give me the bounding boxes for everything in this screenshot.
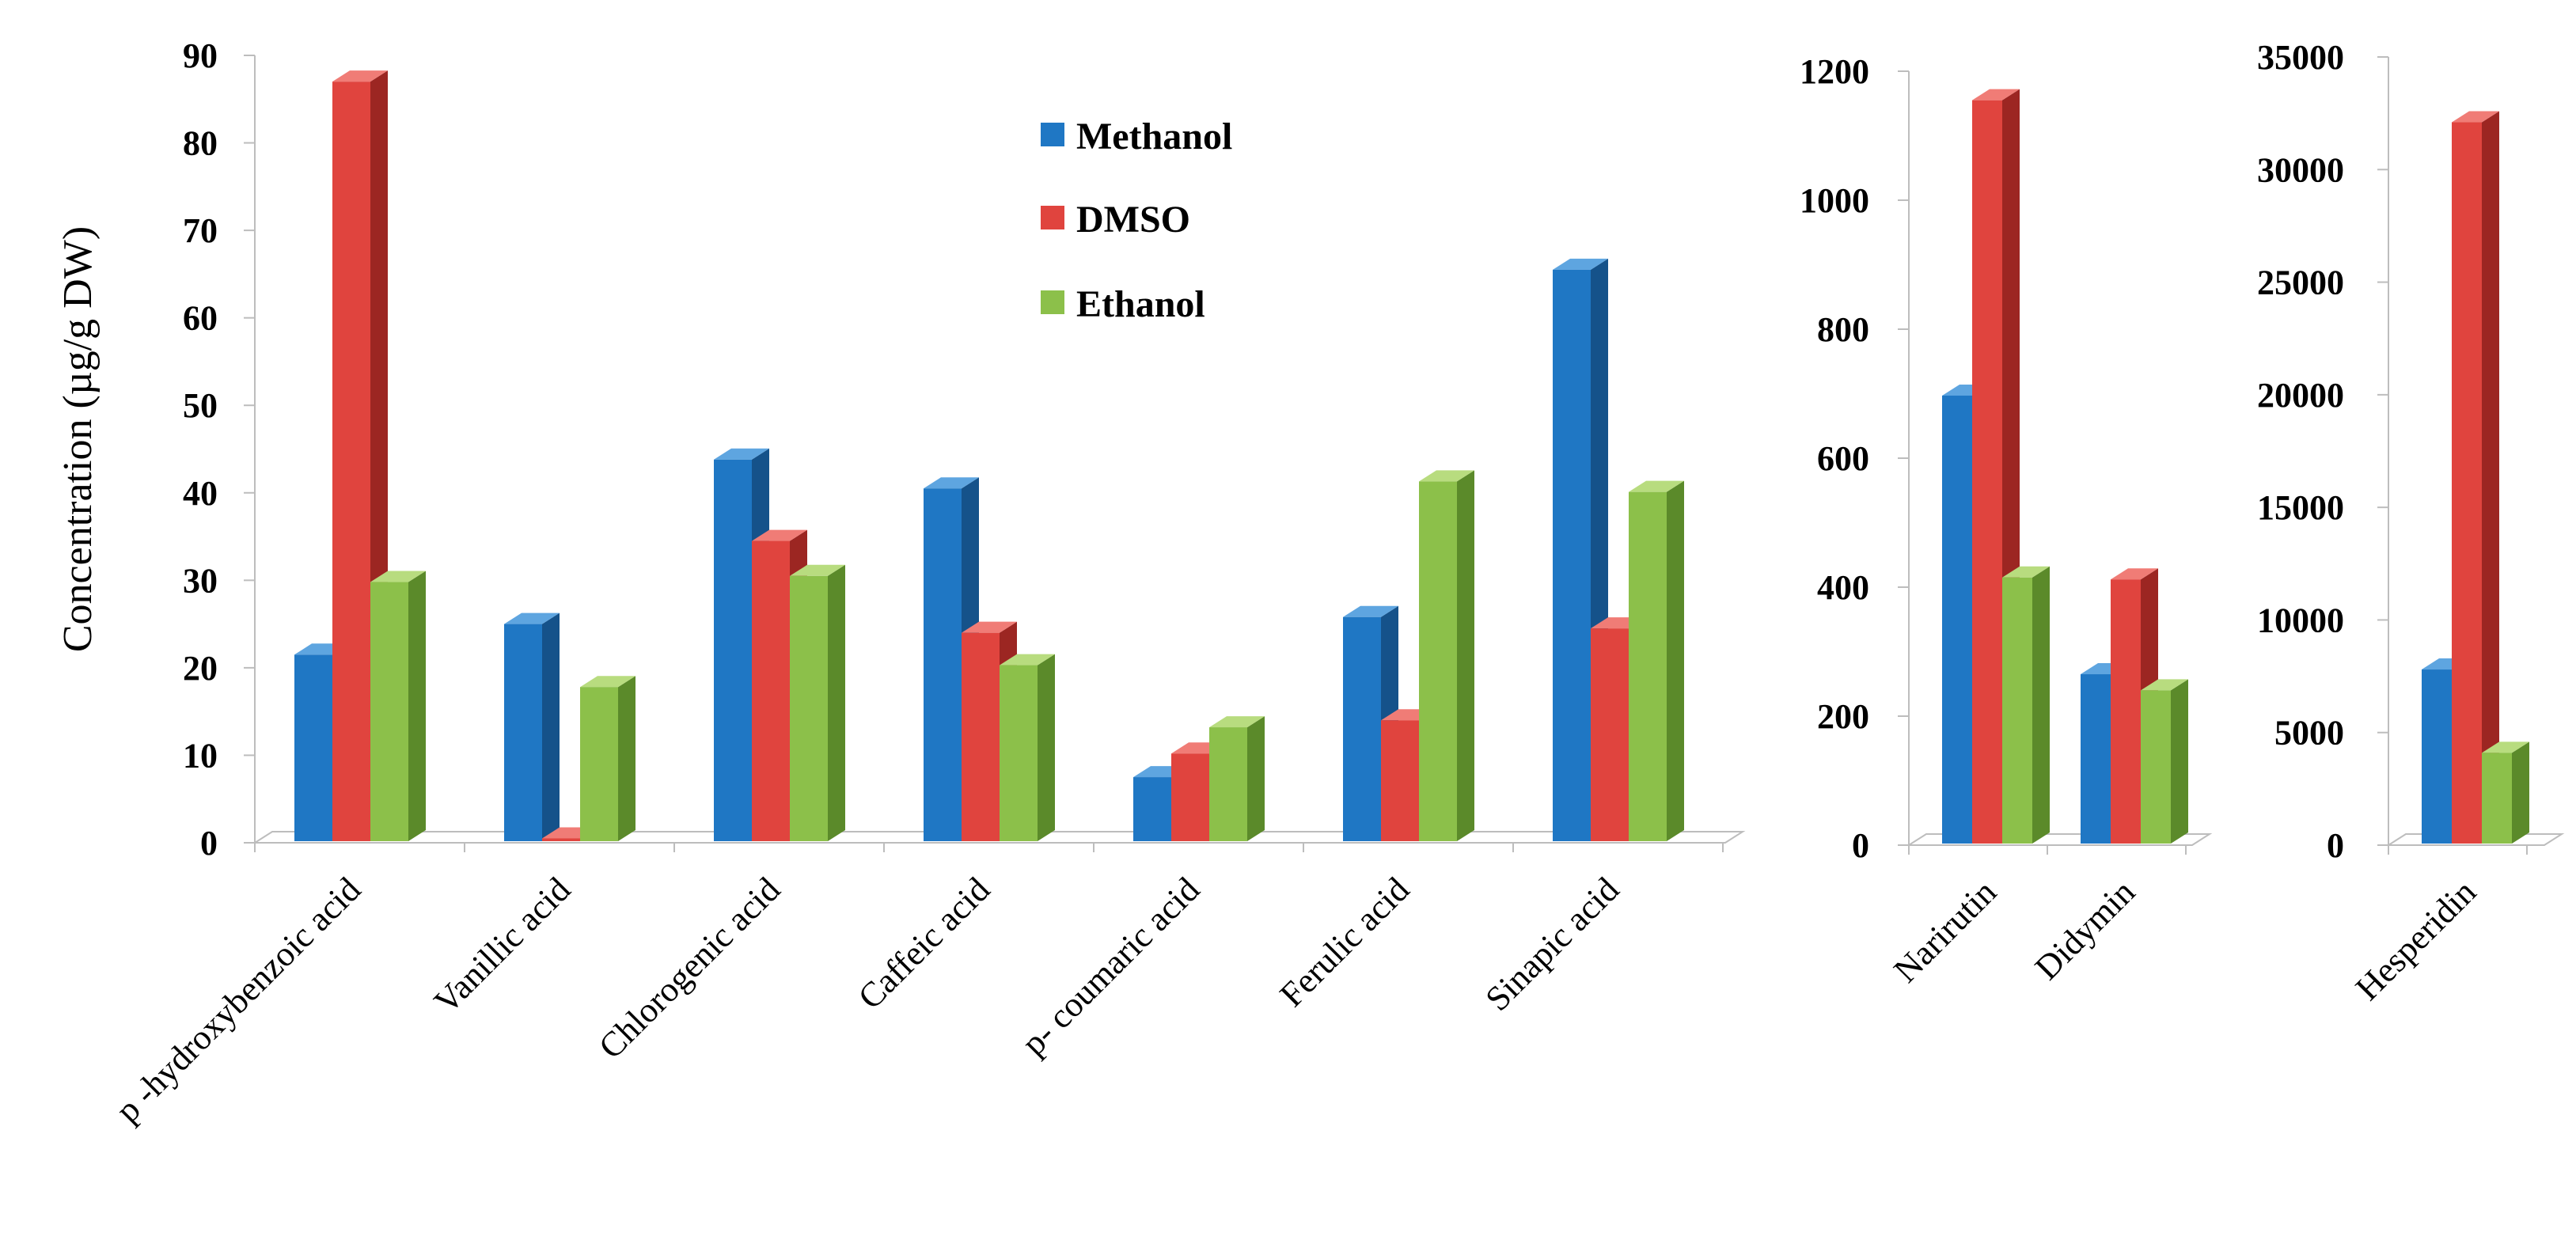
y-tick-label: 1200 [1800, 52, 1869, 91]
y-tick-label: 40 [183, 474, 218, 513]
bar-ethanol-narirutin [2002, 566, 2050, 844]
x-category-label-hesperidin: Hesperidin [2348, 872, 2483, 1007]
y-tick-label: 400 [1817, 568, 1869, 607]
chart-panel-1: 0 10 20 30 40 50 60 70 80 90 p -hydroxybenzoic aci… [108, 36, 1746, 1130]
legend-item-ethanol: Ethanol [1041, 283, 1205, 325]
y-tick-label: 5000 [2274, 714, 2344, 753]
legend-label-methanol: Methanol [1076, 116, 1232, 157]
y-tick-label: 80 [183, 124, 218, 163]
y-tick-label: 600 [1817, 439, 1869, 478]
x-category-label-p-coumaric-acid: p- coumaric acid [1014, 870, 1207, 1063]
y-tick-label: 0 [2327, 826, 2344, 865]
legend-swatch-methanol [1041, 123, 1064, 146]
y-tick-label: 15000 [2257, 488, 2344, 527]
y-tick-label: 30000 [2257, 150, 2344, 189]
bar-ethanol-p-coumaric-acid [1209, 716, 1265, 841]
y-tick-label: 60 [183, 299, 218, 338]
y-tick-label: 25000 [2257, 264, 2344, 302]
legend-swatch-dmso [1041, 206, 1064, 229]
bar-ethanol-p-hydroxybenzoic-acid [370, 571, 426, 841]
y-tick-label: 35000 [2257, 38, 2344, 77]
y-tick-label: 50 [183, 386, 218, 425]
legend-item-methanol: Methanol [1041, 116, 1232, 157]
y-tick-label: 30 [183, 561, 218, 600]
bar-ethanol-vanillic-acid [580, 676, 635, 841]
legend-item-dmso: DMSO [1041, 199, 1190, 241]
x-category-label-p-hydroxybenzoic-acid: p -hydroxybenzoic acid [108, 870, 368, 1129]
y-tick-label: 20000 [2257, 376, 2344, 415]
y-tick-label: 10 [183, 736, 218, 775]
legend-swatch-ethanol [1041, 290, 1064, 314]
legend: Methanol DMSO Ethanol [1041, 116, 1232, 325]
legend-label-dmso: DMSO [1076, 199, 1190, 241]
y-tick-label: 10000 [2257, 601, 2344, 639]
y-tick-label: 1000 [1800, 181, 1869, 220]
bar-ethanol-didymin [2141, 679, 2188, 844]
y-tick-label: 20 [183, 649, 218, 688]
chart-panel-3: 0 5000 10000 15000 20000 25000 30000 35000 Hespe… [2257, 38, 2565, 1008]
x-category-label-didymin: Didymin [2028, 872, 2142, 987]
chart-panel-2: 0 200 400 600 800 1000 1200 Narirutin Didymin [1800, 52, 2213, 990]
bar-ethanol-chlorogenic-acid [790, 564, 845, 841]
y-tick-label: 70 [183, 211, 218, 250]
y-tick-label: 0 [1852, 826, 1869, 865]
bar-dmso-hesperidin [2452, 111, 2499, 844]
x-category-label-vanillic-acid: Vanillic acid [427, 870, 578, 1021]
x-category-label-narirutin: Narirutin [1886, 872, 2004, 990]
bar-ethanol-sinapic-acid [1629, 480, 1684, 841]
y-tick-label: 90 [183, 36, 218, 75]
y-tick-label: 0 [200, 824, 218, 863]
x-category-label-caffeic-acid: Caffeic acid [851, 870, 997, 1016]
y-tick-label: 200 [1817, 697, 1869, 736]
x-category-label-ferulic-acid: Ferulic acid [1273, 870, 1417, 1014]
x-category-label-chlorogenic-acid: Chlorogenic acid [591, 870, 787, 1066]
y-tick-label: 800 [1817, 310, 1869, 349]
bar-methanol-vanillic-acid [504, 612, 560, 841]
y-axis-title: Concentration (µg/g DW) [55, 226, 101, 652]
legend-label-ethanol: Ethanol [1076, 283, 1205, 325]
bar-ethanol-caffeic-acid [1000, 654, 1055, 841]
bar-ethanol-ferulic-acid [1419, 470, 1474, 841]
x-category-label-sinapic-acid: Sinapic acid [1478, 870, 1627, 1018]
bar-ethanol-hesperidin [2482, 741, 2529, 844]
